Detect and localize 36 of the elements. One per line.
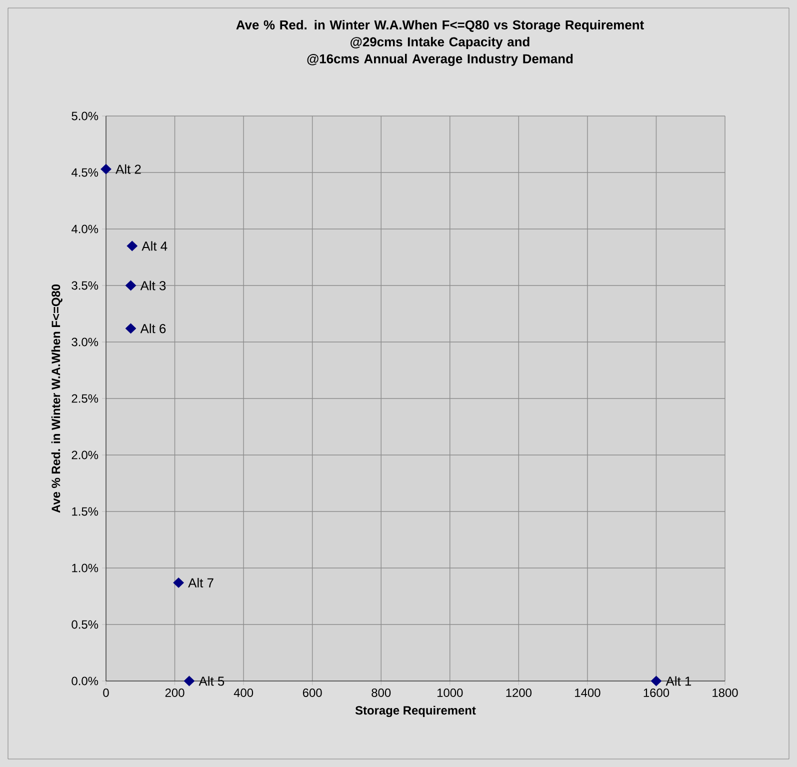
- x-tick-label: 1000: [438, 688, 463, 697]
- series-label: Alt 6: [140, 324, 166, 334]
- y-tick-label: 2.0%: [72, 450, 98, 460]
- series-label: Alt 4: [142, 241, 168, 251]
- series-label: Alt 7: [188, 578, 214, 588]
- series-label: Alt 3: [140, 280, 166, 290]
- x-tick-label: 1400: [575, 688, 600, 697]
- x-tick-label: 0: [103, 688, 109, 697]
- x-tick-label: 600: [302, 688, 322, 697]
- y-tick-label: 1.5%: [72, 507, 98, 516]
- point: [125, 323, 136, 334]
- x-tick-label: 200: [165, 688, 184, 697]
- x-axis-title: Storage Requirement: [355, 706, 476, 718]
- y-tick-label: 3.5%: [72, 281, 98, 290]
- point: [184, 676, 195, 686]
- series-label: Alt 2: [116, 164, 141, 174]
- y-tick-label: 2.5%: [72, 394, 98, 403]
- x-tick-label: 1200: [506, 688, 532, 697]
- y-tick-label: 4.0%: [72, 224, 98, 234]
- x-tick-label: 1800: [712, 688, 738, 697]
- point: [126, 240, 138, 252]
- y-axis-title: Ave % Red. in Winter W.A.When F<=Q80: [51, 284, 62, 513]
- y-tick-label: 1.0%: [72, 564, 98, 572]
- point: [100, 164, 112, 174]
- y-tick-label: 0.0%: [72, 676, 98, 686]
- x-tick-label: 800: [372, 688, 391, 697]
- point: [173, 577, 184, 588]
- chart-title: Ave % Red. in Winter W.A.When F<=Q80 vs Storage Requirement @29cms Intake Capacity and @16cms Annual Average Industry Demand: [236, 20, 644, 66]
- y-tick-label: 4.5%: [72, 168, 98, 177]
- y-tick-label: 3.0%: [72, 338, 98, 346]
- point: [125, 280, 136, 291]
- point: [650, 676, 662, 686]
- y-tick-label: 0.5%: [72, 620, 98, 629]
- x-tick-label: 1600: [644, 688, 670, 697]
- y-tick-label: 5.0%: [72, 112, 98, 120]
- x-tick-label: 400: [234, 688, 254, 697]
